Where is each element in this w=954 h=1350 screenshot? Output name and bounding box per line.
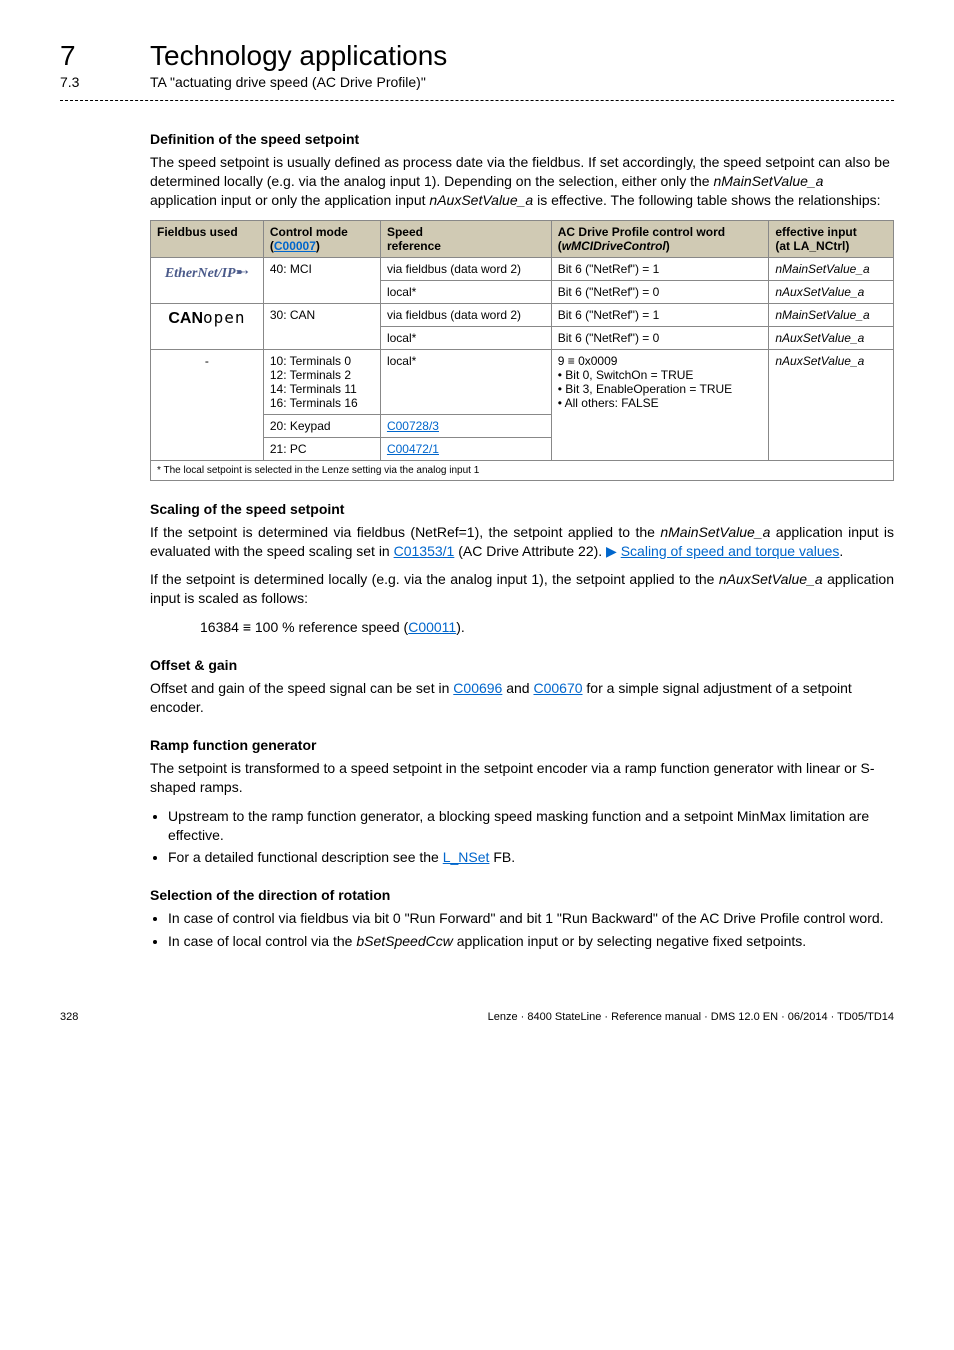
cell: via fieldbus (data word 2) [380, 257, 551, 280]
cell: nAuxSetValue_a [769, 349, 894, 460]
link-scaling[interactable]: Scaling of speed and torque values [621, 543, 840, 559]
cell: 9 ≡ 0x0009 Bit 0, SwitchOn = TRUE Bit 3,… [551, 349, 769, 460]
paragraph: The setpoint is transformed to a speed s… [150, 759, 894, 797]
cell: nMainSetValue_a [769, 303, 894, 326]
page-number: 328 [60, 1011, 78, 1023]
list-item: In case of local control via the bSetSpe… [168, 932, 894, 951]
footer-reference: Lenze · 8400 StateLine · Reference manua… [488, 1011, 894, 1023]
th-speed-ref: Speedreference [380, 220, 551, 257]
bullet-list: In case of control via fieldbus via bit … [150, 909, 894, 951]
cell: Bit 6 ("NetRef") = 1 [551, 303, 769, 326]
th-fieldbus: Fieldbus used [151, 220, 264, 257]
cell: nAuxSetValue_a [769, 280, 894, 303]
link-c00011[interactable]: C00011 [408, 619, 456, 635]
th-control-mode: Control mode (C00007) [263, 220, 380, 257]
cell: local* [380, 326, 551, 349]
cell: nAuxSetValue_a [769, 326, 894, 349]
divider [60, 100, 894, 101]
heading-direction: Selection of the direction of rotation [150, 887, 894, 903]
heading-ramp: Ramp function generator [150, 737, 894, 753]
chapter-number: 7 [60, 40, 120, 72]
cell: local* [380, 280, 551, 303]
heading-scaling: Scaling of the speed setpoint [150, 501, 894, 517]
cell: 10: Terminals 0 12: Terminals 2 14: Term… [263, 349, 380, 414]
cell: C00472/1 [380, 437, 551, 460]
formula: 16384 ≡ 100 % reference speed (C00011). [200, 618, 894, 637]
paragraph: If the setpoint is determined via fieldb… [150, 523, 894, 561]
paragraph: The speed setpoint is usually defined as… [150, 153, 894, 210]
cell: Bit 6 ("NetRef") = 0 [551, 280, 769, 303]
paragraph: Offset and gain of the speed signal can … [150, 679, 894, 717]
link-c01353[interactable]: C01353/1 [394, 543, 455, 559]
list-item: In case of control via fieldbus via bit … [168, 909, 894, 928]
cell: local* [380, 349, 551, 414]
list-item: Upstream to the ramp function generator,… [168, 807, 894, 845]
cell-canopen-logo: CANopen [151, 303, 264, 349]
heading-offset-gain: Offset & gain [150, 657, 894, 673]
th-effective-input: effective input(at LA_NCtrl) [769, 220, 894, 257]
table-footnote: * The local setpoint is selected in the … [151, 460, 894, 480]
profile-table: Fieldbus used Control mode (C00007) Spee… [150, 220, 894, 481]
list-item: For a detailed functional description se… [168, 848, 894, 867]
cell: 21: PC [263, 437, 380, 460]
bullet-list: Upstream to the ramp function generator,… [150, 807, 894, 868]
cell: nMainSetValue_a [769, 257, 894, 280]
cell: Bit 6 ("NetRef") = 0 [551, 326, 769, 349]
cell: 30: CAN [263, 303, 380, 349]
paragraph: If the setpoint is determined locally (e… [150, 570, 894, 608]
cell: via fieldbus (data word 2) [380, 303, 551, 326]
link-c00472[interactable]: C00472/1 [387, 442, 439, 456]
link-l-nset[interactable]: L_NSet [443, 849, 490, 865]
link-c00007[interactable]: C00007 [274, 239, 316, 253]
cell: Bit 6 ("NetRef") = 1 [551, 257, 769, 280]
link-c00696[interactable]: C00696 [453, 680, 502, 696]
section-number: 7.3 [60, 74, 120, 90]
cell-ethernetip-logo: EtherNet/IP➸ [151, 257, 264, 303]
cell: 20: Keypad [263, 414, 380, 437]
link-c00670[interactable]: C00670 [533, 680, 582, 696]
section-title: TA "actuating drive speed (AC Drive Prof… [150, 74, 426, 90]
chapter-title: Technology applications [150, 40, 447, 72]
link-c00728[interactable]: C00728/3 [387, 419, 439, 433]
heading-definition: Definition of the speed setpoint [150, 131, 894, 147]
cell: - [151, 349, 264, 460]
cell: C00728/3 [380, 414, 551, 437]
th-control-word: AC Drive Profile control word (wMCIDrive… [551, 220, 769, 257]
cell: 40: MCI [263, 257, 380, 303]
